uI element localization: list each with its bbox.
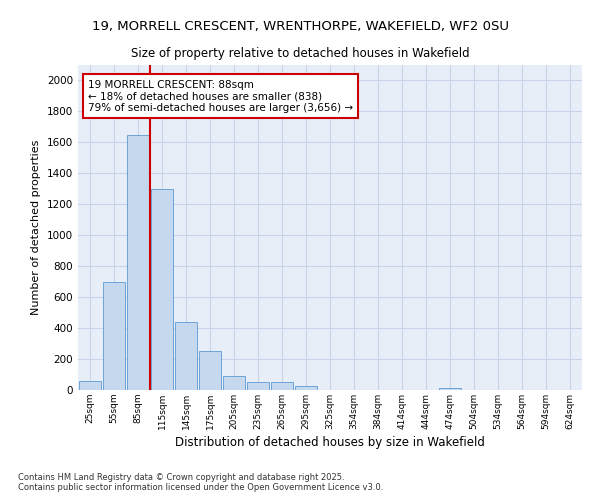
Text: 19, MORRELL CRESCENT, WRENTHORPE, WAKEFIELD, WF2 0SU: 19, MORRELL CRESCENT, WRENTHORPE, WAKEFI… [91, 20, 509, 33]
Y-axis label: Number of detached properties: Number of detached properties [31, 140, 41, 315]
Bar [103, 282, 125, 390]
Bar [223, 376, 245, 390]
Bar [151, 189, 173, 390]
Text: 19 MORRELL CRESCENT: 88sqm
← 18% of detached houses are smaller (838)
79% of sem: 19 MORRELL CRESCENT: 88sqm ← 18% of deta… [88, 80, 353, 113]
Bar [247, 382, 269, 390]
Bar [199, 352, 221, 390]
Text: Contains HM Land Registry data © Crown copyright and database right 2025.
Contai: Contains HM Land Registry data © Crown c… [18, 473, 383, 492]
Bar [127, 134, 149, 390]
Text: Size of property relative to detached houses in Wakefield: Size of property relative to detached ho… [131, 48, 469, 60]
Bar [175, 322, 197, 390]
Bar [295, 386, 317, 390]
Bar [439, 388, 461, 390]
X-axis label: Distribution of detached houses by size in Wakefield: Distribution of detached houses by size … [175, 436, 485, 449]
Bar [79, 380, 101, 390]
Bar [271, 382, 293, 390]
